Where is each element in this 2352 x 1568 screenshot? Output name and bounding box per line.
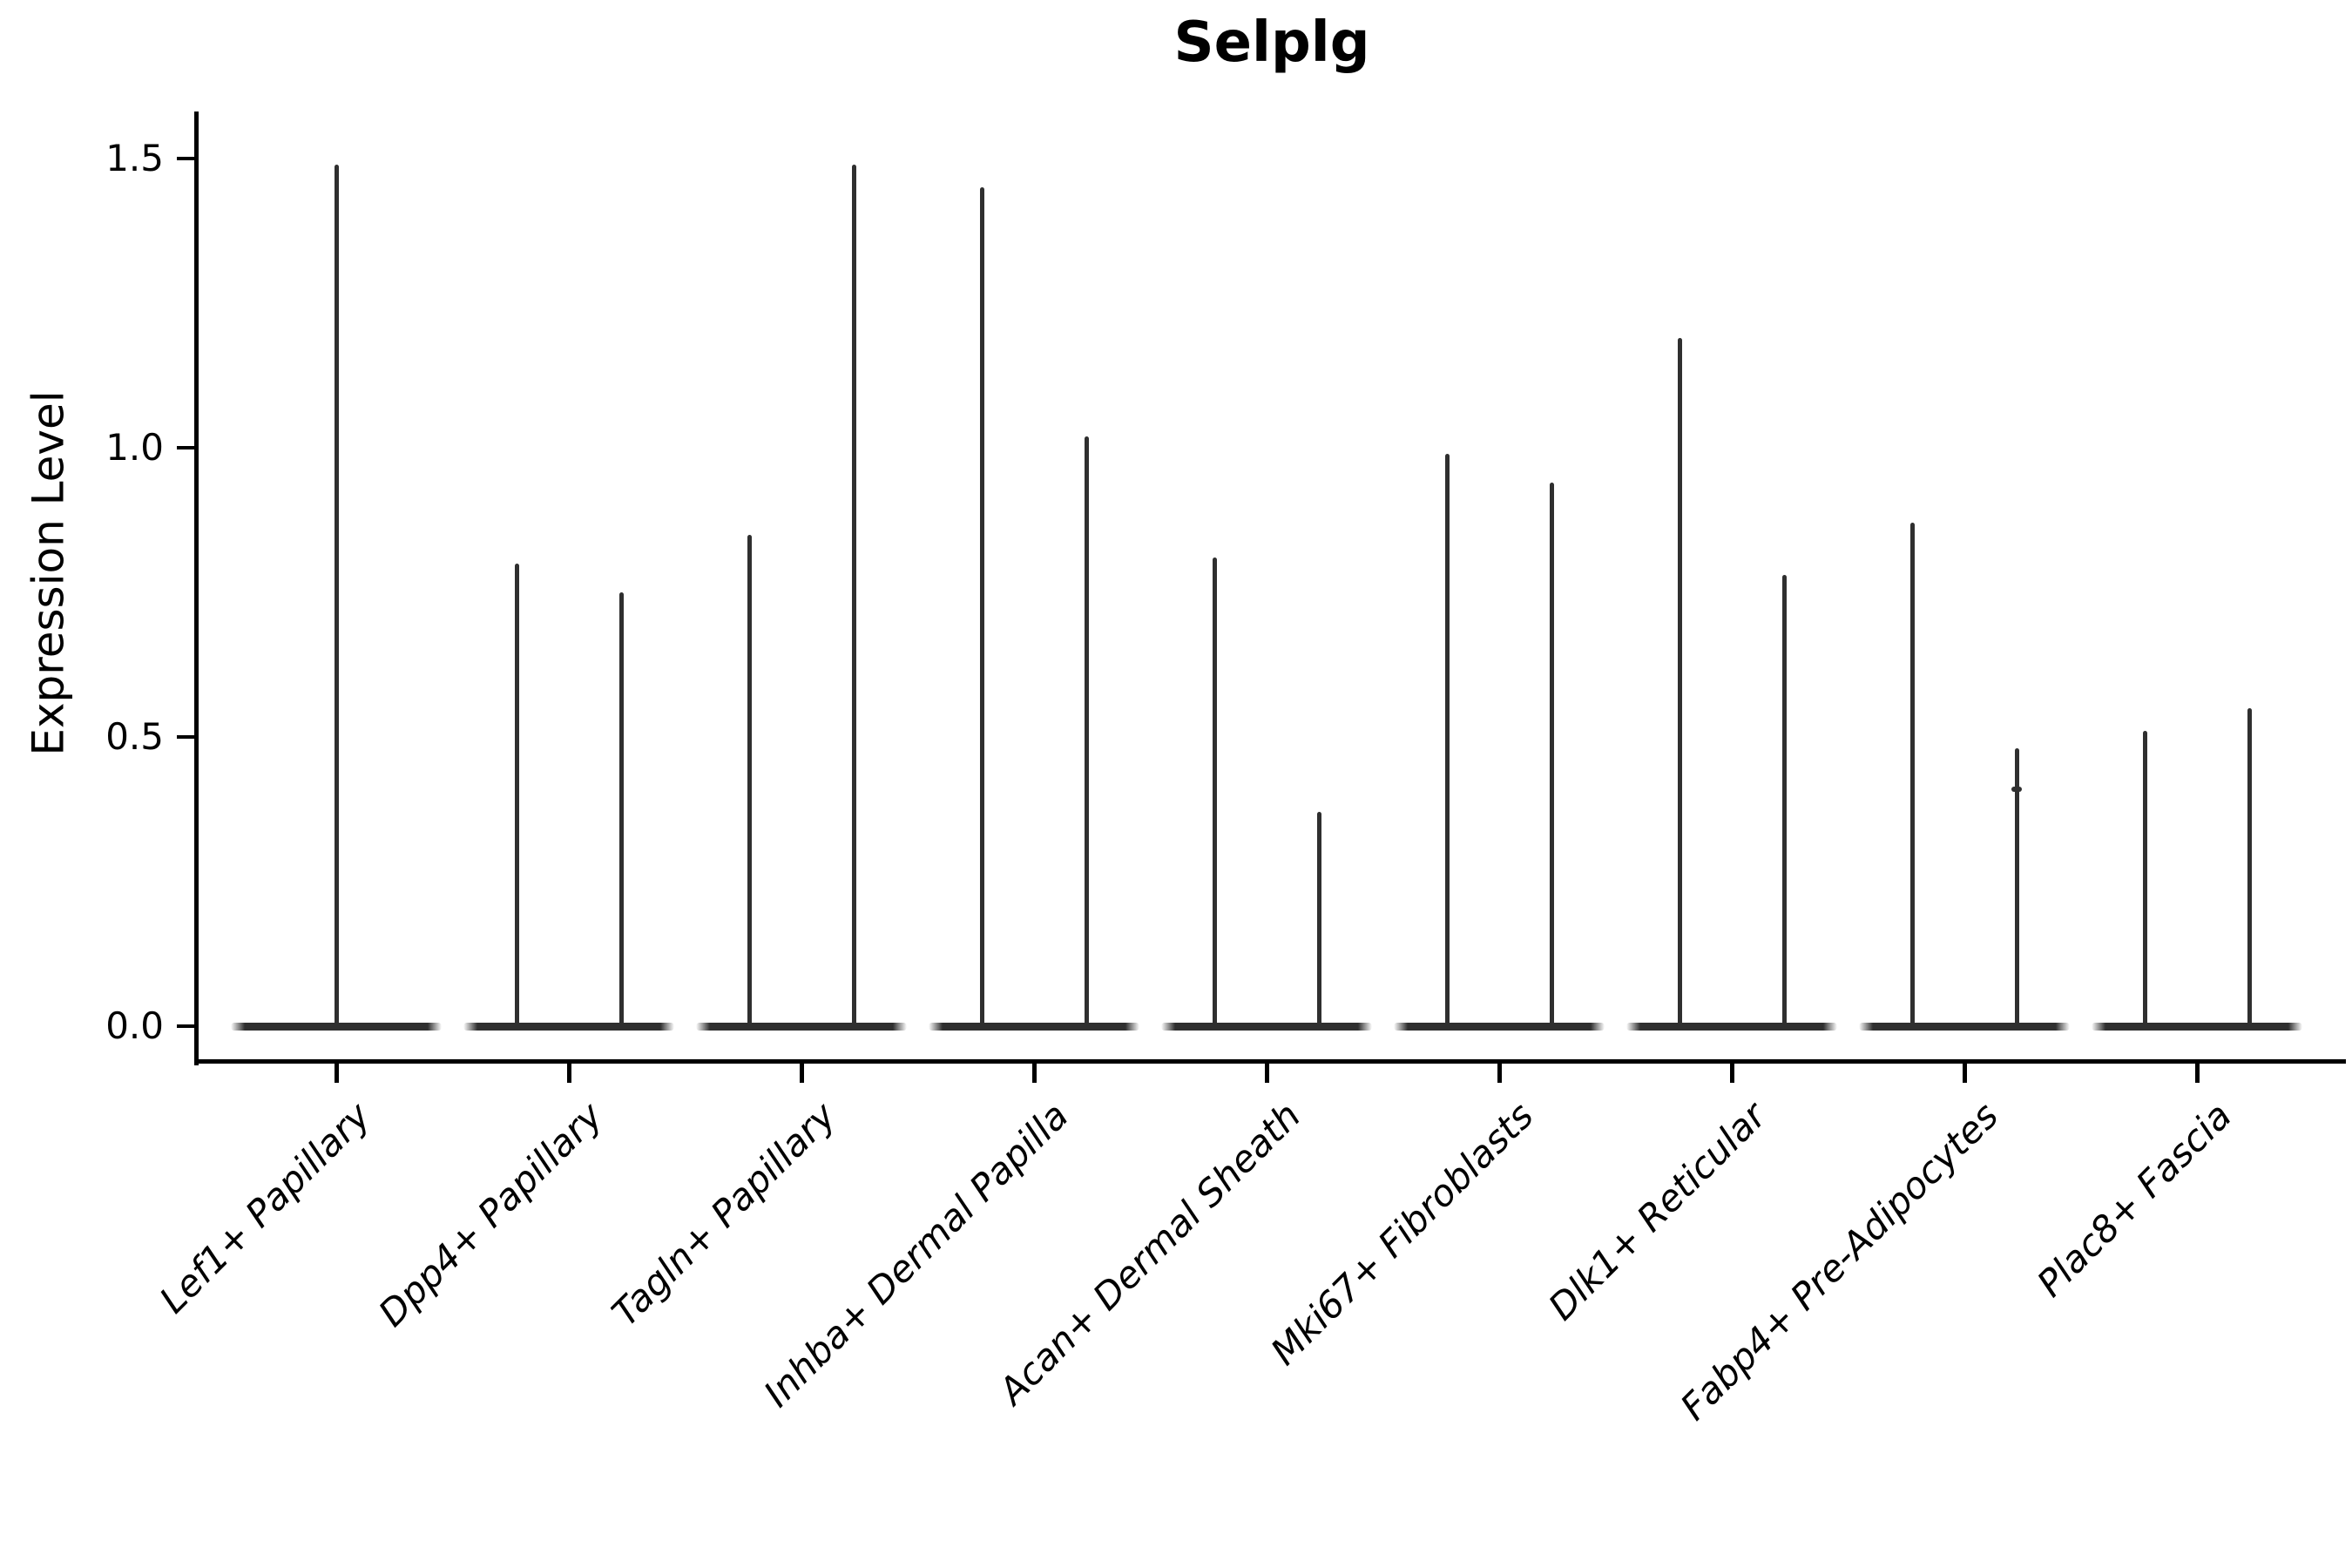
y-tick-label: 0.5 [105, 715, 164, 758]
y-axis-spine [194, 112, 199, 1065]
x-tick-mark [1032, 1064, 1037, 1083]
x-tick-mark [1963, 1064, 1967, 1083]
violin-spike [980, 187, 984, 1030]
y-tick-mark [177, 157, 194, 160]
violin-spike [2143, 731, 2147, 1030]
y-tick-label: 0.0 [105, 1004, 164, 1047]
x-category-label-text: Lef1+ Papillary [151, 1094, 379, 1321]
x-tick-mark [800, 1064, 804, 1083]
violin-spike [1317, 812, 1321, 1030]
violin-spike [619, 592, 624, 1030]
y-tick-mark [177, 735, 194, 739]
y-tick-mark [177, 446, 194, 449]
violin-base [1859, 1023, 2070, 1031]
violin-spike [1213, 558, 1217, 1030]
x-tick-mark [567, 1064, 571, 1083]
x-tick-mark [1730, 1064, 1734, 1083]
x-tick-mark [2195, 1064, 2200, 1083]
violin-spike [1910, 523, 1915, 1030]
violin-base [463, 1023, 674, 1031]
chart-title: Selplg [1173, 10, 1370, 75]
violin-spike [2015, 748, 2019, 1030]
x-category-label-text: Dlk1+ Reticular [1539, 1094, 1774, 1328]
violin-base [1394, 1023, 1605, 1031]
x-category-label-text: Plac8+ Fascia [2028, 1094, 2240, 1306]
x-tick-mark [1497, 1064, 1502, 1083]
x-category-label-text: Mki67+ Fibroblasts [1262, 1094, 1542, 1374]
violin-spike [515, 563, 519, 1030]
y-tick-label: 1.0 [105, 426, 164, 469]
x-tick-mark [1265, 1064, 1269, 1083]
x-tick-mark [335, 1064, 339, 1083]
violin-spike [2247, 707, 2252, 1030]
violin-base [1161, 1023, 1372, 1031]
x-category-label-text: Tagln+ Papillary [603, 1094, 844, 1335]
outlier-dot [2011, 786, 2022, 792]
violin-spike [335, 164, 339, 1030]
violin-base [929, 1023, 1139, 1031]
y-tick-label: 1.5 [105, 137, 164, 179]
violin-spike [1085, 436, 1089, 1030]
violin-base [1626, 1023, 1837, 1031]
violin-base [696, 1023, 907, 1031]
x-category-label-text: Dpp4+ Papillary [370, 1094, 612, 1335]
violin-spike [852, 164, 856, 1030]
violin-spike [747, 534, 752, 1030]
violin-spike [1678, 337, 1682, 1030]
violin-base [2092, 1023, 2302, 1031]
violin-spike [1782, 575, 1787, 1030]
violin-spike [1445, 453, 1450, 1030]
y-tick-mark [177, 1024, 194, 1028]
x-axis-spine [194, 1059, 2346, 1064]
violin-spike [1550, 482, 1554, 1030]
